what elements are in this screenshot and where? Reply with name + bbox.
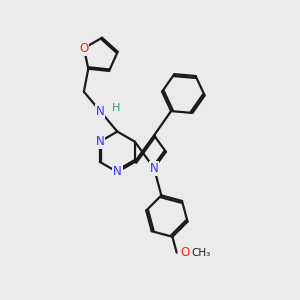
Text: N: N — [96, 105, 104, 118]
Text: H: H — [112, 103, 121, 113]
Text: O: O — [180, 246, 190, 259]
Text: CH₃: CH₃ — [192, 248, 211, 257]
Text: N: N — [113, 166, 122, 178]
Text: N: N — [150, 162, 158, 175]
Text: O: O — [79, 42, 88, 55]
Text: N: N — [95, 135, 104, 148]
